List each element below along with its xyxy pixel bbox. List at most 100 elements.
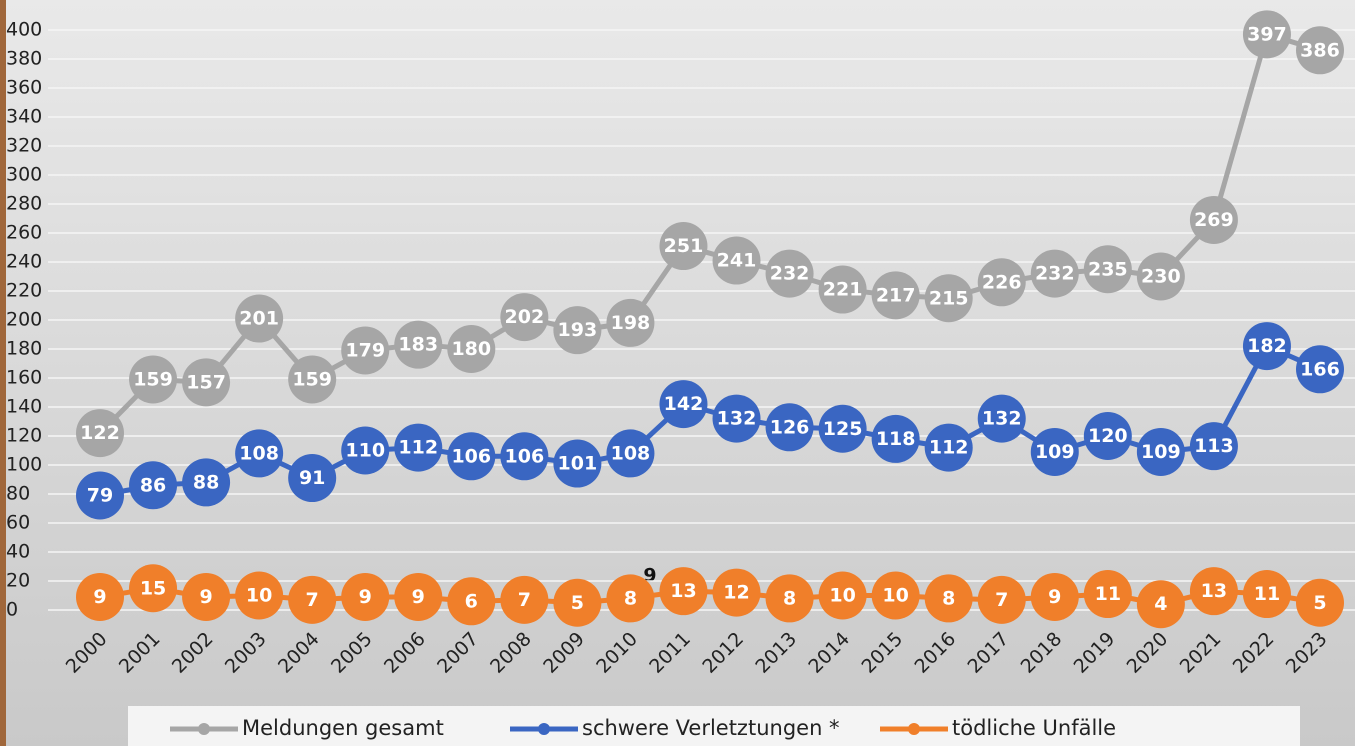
- data-label: 88: [193, 471, 219, 493]
- marker: [447, 577, 496, 626]
- data-label: 8: [624, 587, 637, 609]
- y-tick-label: 260: [6, 222, 42, 244]
- marker: [500, 575, 549, 624]
- marker: [1136, 252, 1185, 301]
- marker: [818, 404, 867, 453]
- marker: [341, 426, 390, 475]
- marker: [1030, 249, 1079, 298]
- marker: [129, 355, 178, 404]
- data-label: 132: [717, 408, 757, 430]
- data-label: 10: [882, 585, 908, 607]
- data-label: 101: [558, 453, 598, 475]
- marker: [235, 294, 284, 343]
- data-label: 4: [1154, 593, 1167, 615]
- data-label: 106: [451, 445, 491, 467]
- y-tick-label: 100: [6, 454, 42, 476]
- data-label: 110: [345, 440, 385, 462]
- y-tick-label: 280: [6, 193, 42, 215]
- marker: [76, 409, 124, 458]
- y-tick-label: 20: [6, 570, 30, 592]
- data-label: 11: [1254, 583, 1280, 605]
- data-label: 198: [611, 312, 651, 334]
- data-label: 182: [1247, 335, 1287, 357]
- data-label: 226: [982, 271, 1022, 293]
- left-edge: [0, 0, 6, 746]
- data-label: 12: [723, 582, 749, 604]
- data-label: 8: [942, 587, 955, 609]
- marker: [606, 298, 655, 347]
- marker: [924, 423, 973, 472]
- data-label: 201: [239, 308, 279, 330]
- marker: [235, 429, 284, 478]
- marker: [129, 564, 178, 613]
- marker: [1030, 427, 1079, 476]
- y-tick-label: 320: [6, 135, 42, 157]
- data-label: 91: [299, 467, 325, 489]
- legend-marker: [908, 723, 920, 735]
- marker: [1296, 578, 1344, 627]
- data-label: 397: [1247, 23, 1287, 45]
- y-tick-label: 380: [6, 48, 42, 70]
- data-label: 183: [398, 334, 438, 356]
- marker: [1242, 570, 1291, 619]
- marker: [1030, 572, 1079, 621]
- data-label: 10: [246, 585, 272, 607]
- marker: [977, 575, 1026, 624]
- data-label: 9: [199, 586, 212, 608]
- data-label: 7: [995, 589, 1008, 611]
- y-tick-label: 160: [6, 367, 42, 389]
- data-label: 9: [1048, 586, 1061, 608]
- data-label: 7: [518, 589, 531, 611]
- marker: [1189, 422, 1238, 471]
- marker: [765, 403, 814, 452]
- y-tick-label: 220: [6, 280, 42, 302]
- data-label: 122: [80, 422, 120, 444]
- marker: [871, 571, 920, 620]
- data-label: 5: [1313, 592, 1326, 614]
- y-tick-label: 300: [6, 164, 42, 186]
- data-label: 120: [1088, 425, 1128, 447]
- marker: [447, 325, 496, 373]
- marker: [288, 575, 337, 624]
- marker: [712, 394, 761, 443]
- data-label: 112: [398, 437, 438, 459]
- marker: [1242, 10, 1291, 59]
- data-label: 9: [93, 586, 106, 608]
- data-label: 221: [823, 279, 863, 301]
- data-label: 251: [664, 235, 704, 257]
- marker: [1296, 345, 1344, 394]
- data-label: 108: [239, 442, 279, 464]
- data-label: 108: [611, 442, 651, 464]
- marker: [76, 471, 124, 520]
- data-label: 232: [770, 263, 810, 285]
- data-label: 13: [1201, 580, 1227, 602]
- y-tick-label: 360: [6, 77, 42, 99]
- marker: [1189, 567, 1238, 616]
- legend-marker: [198, 723, 210, 735]
- data-label: 9: [359, 586, 372, 608]
- data-label: 106: [505, 445, 545, 467]
- data-label: 5: [571, 592, 584, 614]
- data-label: 109: [1141, 441, 1181, 463]
- data-label: 118: [876, 428, 916, 450]
- marker: [341, 326, 390, 375]
- data-label: 11: [1095, 583, 1121, 605]
- data-label: 13: [670, 580, 696, 602]
- legend-label: tödliche Unfälle: [952, 716, 1116, 740]
- marker: [924, 274, 973, 323]
- data-label: 157: [186, 371, 226, 393]
- marker: [447, 432, 496, 481]
- y-tick-label: 120: [6, 425, 42, 447]
- data-label: 113: [1194, 435, 1234, 457]
- marker: [553, 578, 602, 627]
- data-label: 241: [717, 250, 757, 272]
- y-tick-label: 80: [6, 483, 30, 505]
- data-label: 217: [876, 284, 916, 306]
- marker: [1083, 570, 1132, 619]
- data-label: 193: [558, 319, 598, 341]
- marker: [659, 380, 708, 429]
- data-label: 7: [306, 589, 319, 611]
- data-label: 159: [292, 368, 332, 390]
- marker: [659, 222, 708, 271]
- data-label: 15: [140, 577, 166, 599]
